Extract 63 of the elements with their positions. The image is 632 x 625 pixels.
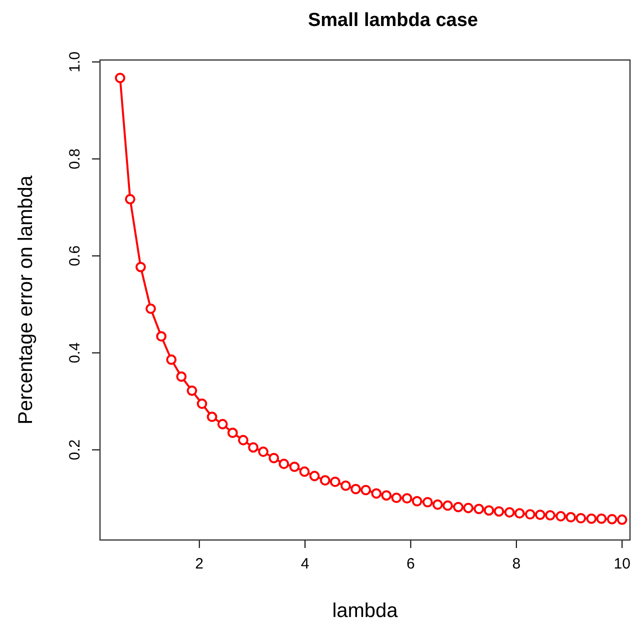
point <box>360 484 371 496</box>
point <box>412 496 422 506</box>
y-tick-label: 0.6 <box>66 245 84 266</box>
point <box>289 462 300 472</box>
y-tick-label: 0.8 <box>66 148 84 170</box>
point <box>350 484 361 494</box>
point <box>606 514 618 524</box>
point <box>402 493 412 504</box>
point <box>381 490 392 501</box>
point <box>248 442 258 453</box>
point <box>206 412 218 422</box>
point <box>474 504 484 514</box>
point <box>227 428 238 438</box>
y-tick-label: 1.0 <box>66 52 84 72</box>
point <box>330 476 340 488</box>
point <box>422 496 433 508</box>
point <box>258 446 268 457</box>
point <box>391 492 402 504</box>
point <box>463 502 474 514</box>
point <box>616 514 628 525</box>
x-axis-title: lambda <box>332 600 399 622</box>
x-tick-label: 2 <box>195 556 204 573</box>
point <box>268 452 280 464</box>
point <box>278 458 290 470</box>
point <box>494 506 504 517</box>
point <box>135 262 146 272</box>
point <box>196 398 208 409</box>
point <box>156 331 166 342</box>
point <box>576 512 586 524</box>
x-tick-label: 10 <box>614 556 630 573</box>
point <box>586 513 597 524</box>
x-tick-label: 8 <box>512 556 521 573</box>
point <box>556 511 566 522</box>
point <box>114 72 126 84</box>
point <box>124 194 136 204</box>
point <box>238 434 248 446</box>
point <box>484 505 494 516</box>
point <box>309 470 320 482</box>
point <box>432 499 443 510</box>
point <box>534 510 546 520</box>
point <box>545 510 556 520</box>
point <box>166 354 177 365</box>
point <box>504 507 515 518</box>
point <box>176 371 187 382</box>
point <box>186 385 198 396</box>
point <box>596 513 607 524</box>
y-tick-label: 0.4 <box>66 342 84 364</box>
point <box>340 480 351 491</box>
chart-title: Small lambda case <box>308 10 478 31</box>
point <box>453 502 464 512</box>
point <box>566 512 576 522</box>
point <box>514 508 525 519</box>
point <box>524 509 536 520</box>
y-tick-label: 0.2 <box>66 439 84 460</box>
point <box>442 500 453 511</box>
point <box>146 304 156 314</box>
x-tick-label: 4 <box>300 556 310 573</box>
point <box>320 475 330 486</box>
point <box>217 418 228 430</box>
x-tick-label: 6 <box>406 556 415 573</box>
y-axis-title: Percentage error on lambda <box>15 174 37 425</box>
point <box>371 488 382 499</box>
point <box>299 466 310 477</box>
